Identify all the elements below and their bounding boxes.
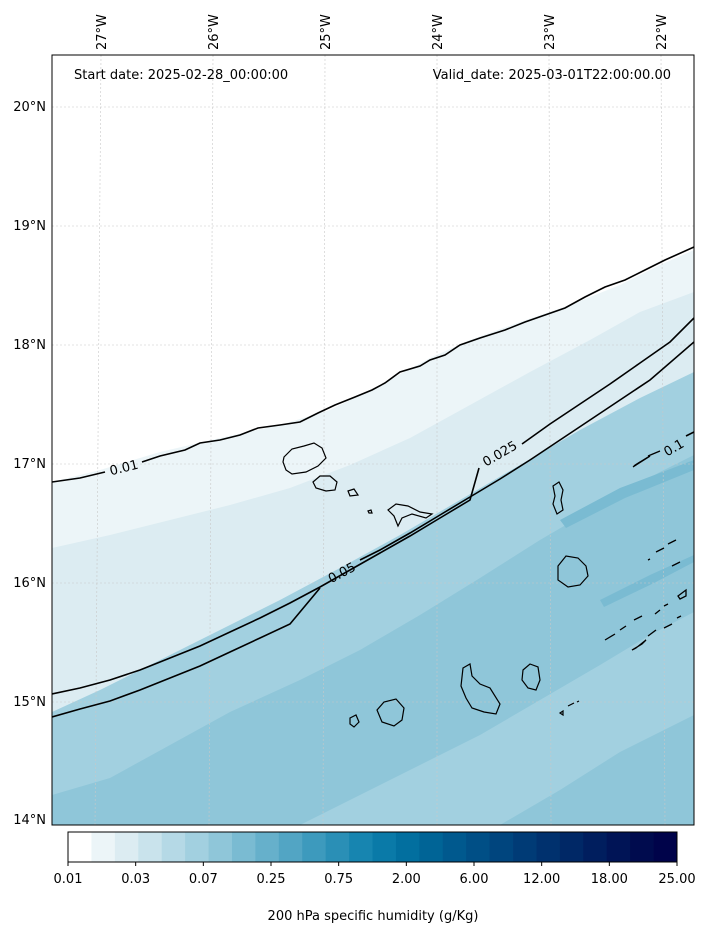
colorbar-tick-label: 18.00: [591, 872, 628, 887]
colorbar-cell: [349, 832, 373, 862]
colorbar-ticks: 0.01 0.03 0.07 0.25 0.75 2.00 6.00 12.00 18.00 25…: [54, 862, 696, 887]
lat-tick-19n: 19°N: [13, 219, 46, 234]
island-brava: [349, 714, 360, 728]
contour-0.025: [52, 317, 694, 695]
colorbar-tick-label: 0.01: [54, 872, 83, 887]
colorbar-tick-label: 0.03: [121, 872, 150, 887]
lat-tick-18n: 18°N: [13, 338, 46, 353]
colorbar-tick-label: 2.00: [392, 872, 421, 887]
coastlines: [282, 442, 589, 728]
colorbar-cell: [325, 832, 350, 862]
island-sao-vicente: [312, 475, 338, 492]
lon-tick-26w: 26°W: [207, 14, 222, 50]
fill-band-7: [500, 715, 694, 825]
colorbar-cell: [536, 832, 561, 862]
island-boa-vista: [557, 555, 589, 588]
humidity-fill: [52, 250, 694, 825]
colorbar-cell: [68, 832, 92, 862]
colorbar-cell: [372, 832, 397, 862]
lat-tick-15n: 15°N: [13, 695, 46, 710]
start-date-label: Start date: 2025-02-28_00:00:00: [74, 68, 288, 83]
island-santo-antao: [282, 442, 327, 475]
map-panel: 0.01 0.025 0.05 0.1: [52, 55, 694, 825]
lon-tick-25w: 25°W: [319, 14, 334, 50]
colorbar-cell: [278, 832, 303, 862]
lon-tick-22w: 22°W: [655, 14, 670, 50]
colorbar-cell: [442, 832, 467, 862]
contour-lines: [52, 246, 694, 718]
colorbar-cell: [583, 832, 608, 862]
islet-2: [567, 702, 575, 707]
colorbar-tick-label: 0.75: [324, 872, 353, 887]
contour-label-0.01: 0.01: [108, 458, 140, 480]
colorbar-cell: [114, 832, 139, 862]
colorbar-tick-label: 0.07: [189, 872, 218, 887]
lat-tick-14n: 14°N: [13, 813, 46, 828]
colorbar-cells: [68, 832, 678, 862]
fill-streak-1: [560, 460, 694, 528]
colorbar-cell: [395, 832, 420, 862]
colorbar-cell: [653, 832, 678, 862]
contour-fragments: [604, 450, 687, 651]
colorbar-cell: [419, 832, 444, 862]
graticule: [52, 55, 694, 825]
islet-1: [558, 709, 564, 717]
colorbar-cell: [91, 832, 116, 862]
colorbar-cell: [606, 832, 631, 862]
lat-tick-16n: 16°N: [13, 576, 46, 591]
colorbar-cell: [208, 832, 233, 862]
island-maio: [521, 663, 541, 691]
colorbar-cell: [138, 832, 163, 862]
lon-tick-labels: 27°W 26°W 25°W 24°W 23°W 22°W: [95, 14, 670, 50]
lon-tick-27w: 27°W: [95, 14, 110, 50]
colorbar-cell: [161, 832, 186, 862]
lat-tick-labels: 20°N 19°N 18°N 17°N 16°N 15°N 14°N: [13, 100, 46, 828]
contour-0.01: [52, 246, 694, 483]
colorbar-frame: [67, 831, 678, 863]
colorbar: 0.01 0.03 0.07 0.25 0.75 2.00 6.00 12.00 18.00 25…: [54, 831, 696, 924]
island-sao-nicolau: [387, 503, 434, 528]
lat-tick-20n: 20°N: [13, 100, 46, 115]
colorbar-label: 200 hPa specific humidity (g/Kg): [268, 909, 479, 924]
lon-tick-24w: 24°W: [431, 14, 446, 50]
colorbar-tick-label: 25.00: [658, 872, 695, 887]
colorbar-tick-label: 0.25: [257, 872, 286, 887]
colorbar-cell: [255, 832, 280, 862]
island-raso: [367, 509, 373, 514]
colorbar-cell: [559, 832, 584, 862]
colorbar-cell: [489, 832, 514, 862]
island-sal: [552, 481, 564, 515]
island-santiago: [460, 663, 501, 715]
lon-tick-23w: 23°W: [543, 14, 558, 50]
colorbar-cell: [302, 832, 327, 862]
colorbar-cell: [513, 832, 537, 862]
fill-streak-2: [600, 555, 694, 607]
colorbar-cell: [231, 832, 256, 862]
valid-date-label: Valid_date: 2025-03-01T22:00:00.00: [433, 68, 671, 83]
map-frame: [51, 54, 695, 826]
island-santa-luzia: [347, 488, 360, 497]
island-fogo: [376, 698, 405, 727]
colorbar-cell: [185, 832, 209, 862]
colorbar-cell: [466, 832, 491, 862]
lat-tick-17n: 17°N: [13, 457, 46, 472]
colorbar-tick-label: 12.00: [523, 872, 560, 887]
colorbar-cell: [630, 832, 654, 862]
contour-0.05: [52, 341, 694, 718]
islet-3: [576, 700, 580, 703]
colorbar-tick-label: 6.00: [460, 872, 489, 887]
